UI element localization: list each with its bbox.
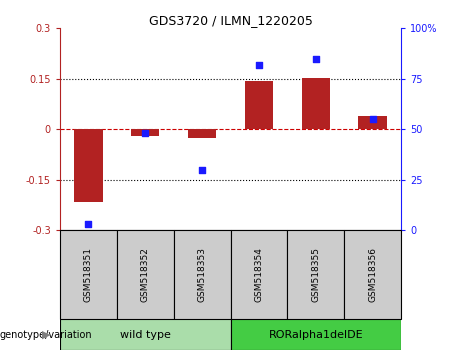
Text: RORalpha1delDE: RORalpha1delDE	[268, 330, 363, 339]
Point	[255, 62, 263, 68]
Text: wild type: wild type	[120, 330, 171, 339]
Point	[85, 221, 92, 227]
Text: GSM518353: GSM518353	[198, 247, 207, 302]
Bar	[60, 230, 117, 319]
Text: genotype/variation: genotype/variation	[0, 330, 93, 339]
Text: GSM518354: GSM518354	[254, 247, 263, 302]
Point	[198, 167, 206, 172]
Bar	[301, 78, 330, 129]
Bar	[188, 129, 216, 138]
Title: GDS3720 / ILMN_1220205: GDS3720 / ILMN_1220205	[148, 14, 313, 27]
Text: ▶: ▶	[42, 330, 50, 339]
Bar	[245, 81, 273, 129]
Point	[142, 130, 149, 136]
Point	[369, 116, 376, 122]
Bar	[230, 230, 287, 319]
Text: GSM518351: GSM518351	[84, 247, 93, 302]
Bar	[230, 319, 401, 350]
Bar	[60, 319, 230, 350]
Text: GSM518356: GSM518356	[368, 247, 377, 302]
Text: GSM518352: GSM518352	[141, 247, 150, 302]
Text: GSM518355: GSM518355	[311, 247, 320, 302]
Bar	[74, 129, 102, 201]
Bar	[287, 230, 344, 319]
Point	[312, 56, 319, 62]
Bar	[131, 129, 160, 136]
Bar	[358, 116, 387, 129]
Bar	[344, 230, 401, 319]
Bar	[117, 230, 174, 319]
Bar	[174, 230, 230, 319]
